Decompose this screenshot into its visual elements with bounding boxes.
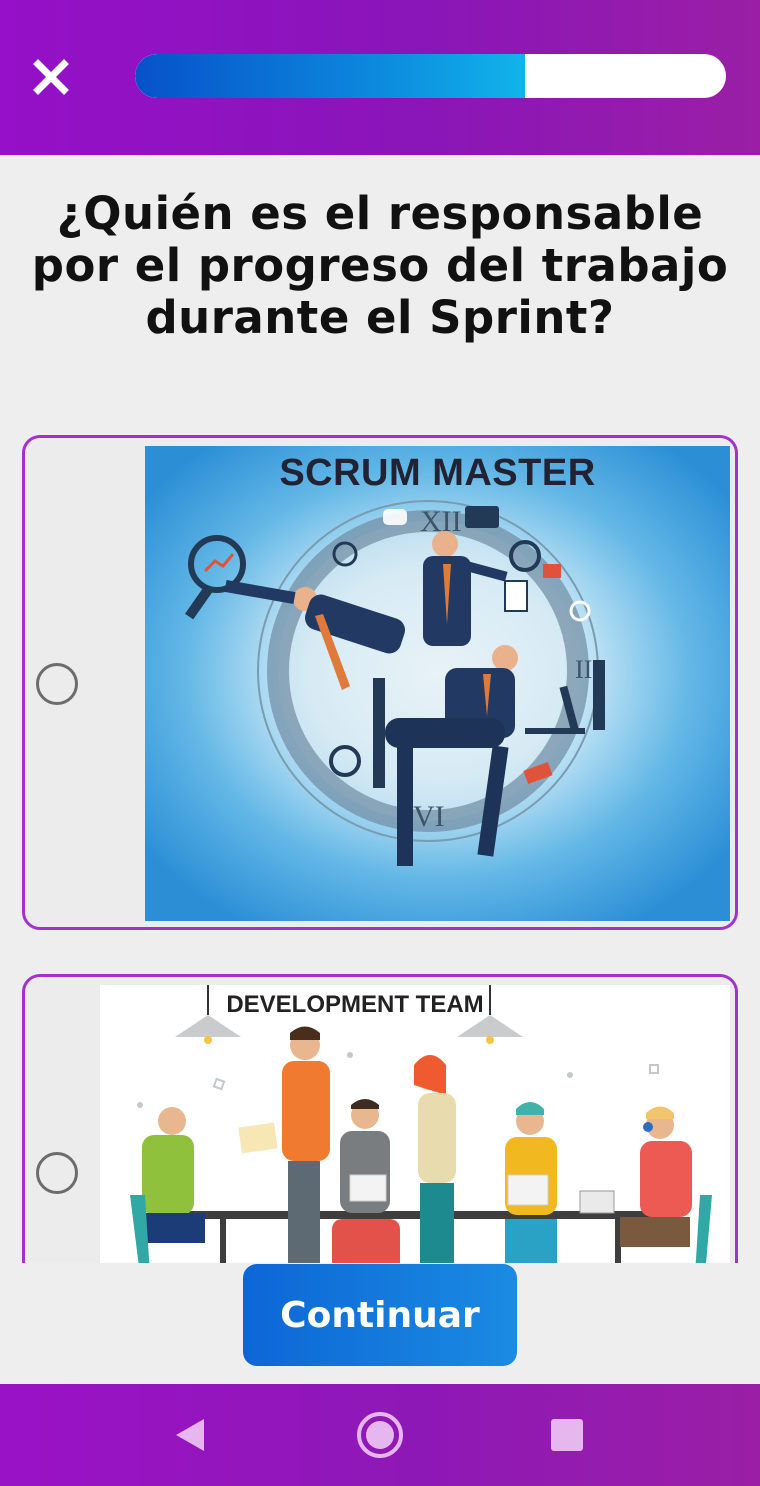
home-button[interactable]: [340, 1384, 420, 1486]
options-list: XII III VI: [0, 420, 760, 1263]
scrum-master-illustration: XII III VI: [145, 446, 730, 921]
option-label: SCRUM MASTER: [279, 452, 596, 494]
radio-button[interactable]: [36, 663, 78, 705]
development-team-illustration: DEVELOPMENT TEAM: [100, 985, 730, 1263]
recents-button[interactable]: [527, 1384, 607, 1486]
question-text: ¿Quién es el responsable por el progreso…: [31, 187, 729, 344]
progress-bar-fill: [135, 54, 526, 98]
recents-icon: [551, 1419, 583, 1451]
system-nav-bar: [0, 1384, 760, 1486]
continue-button[interactable]: Continuar: [243, 1264, 517, 1366]
back-icon: [176, 1419, 204, 1451]
close-button[interactable]: [26, 52, 76, 102]
radio-button[interactable]: [36, 1152, 78, 1194]
back-button[interactable]: [150, 1384, 230, 1486]
svg-text:VI: VI: [413, 800, 445, 833]
home-icon: [357, 1412, 403, 1458]
option-card-scrum-master[interactable]: XII III VI: [22, 435, 738, 930]
option-card-development-team[interactable]: DEVELOPMENT TEAM: [22, 974, 738, 1263]
option-label: DEVELOPMENT TEAM: [226, 991, 484, 1018]
progress-bar: [135, 54, 726, 98]
close-icon: [33, 59, 69, 95]
top-bar: [0, 0, 760, 155]
